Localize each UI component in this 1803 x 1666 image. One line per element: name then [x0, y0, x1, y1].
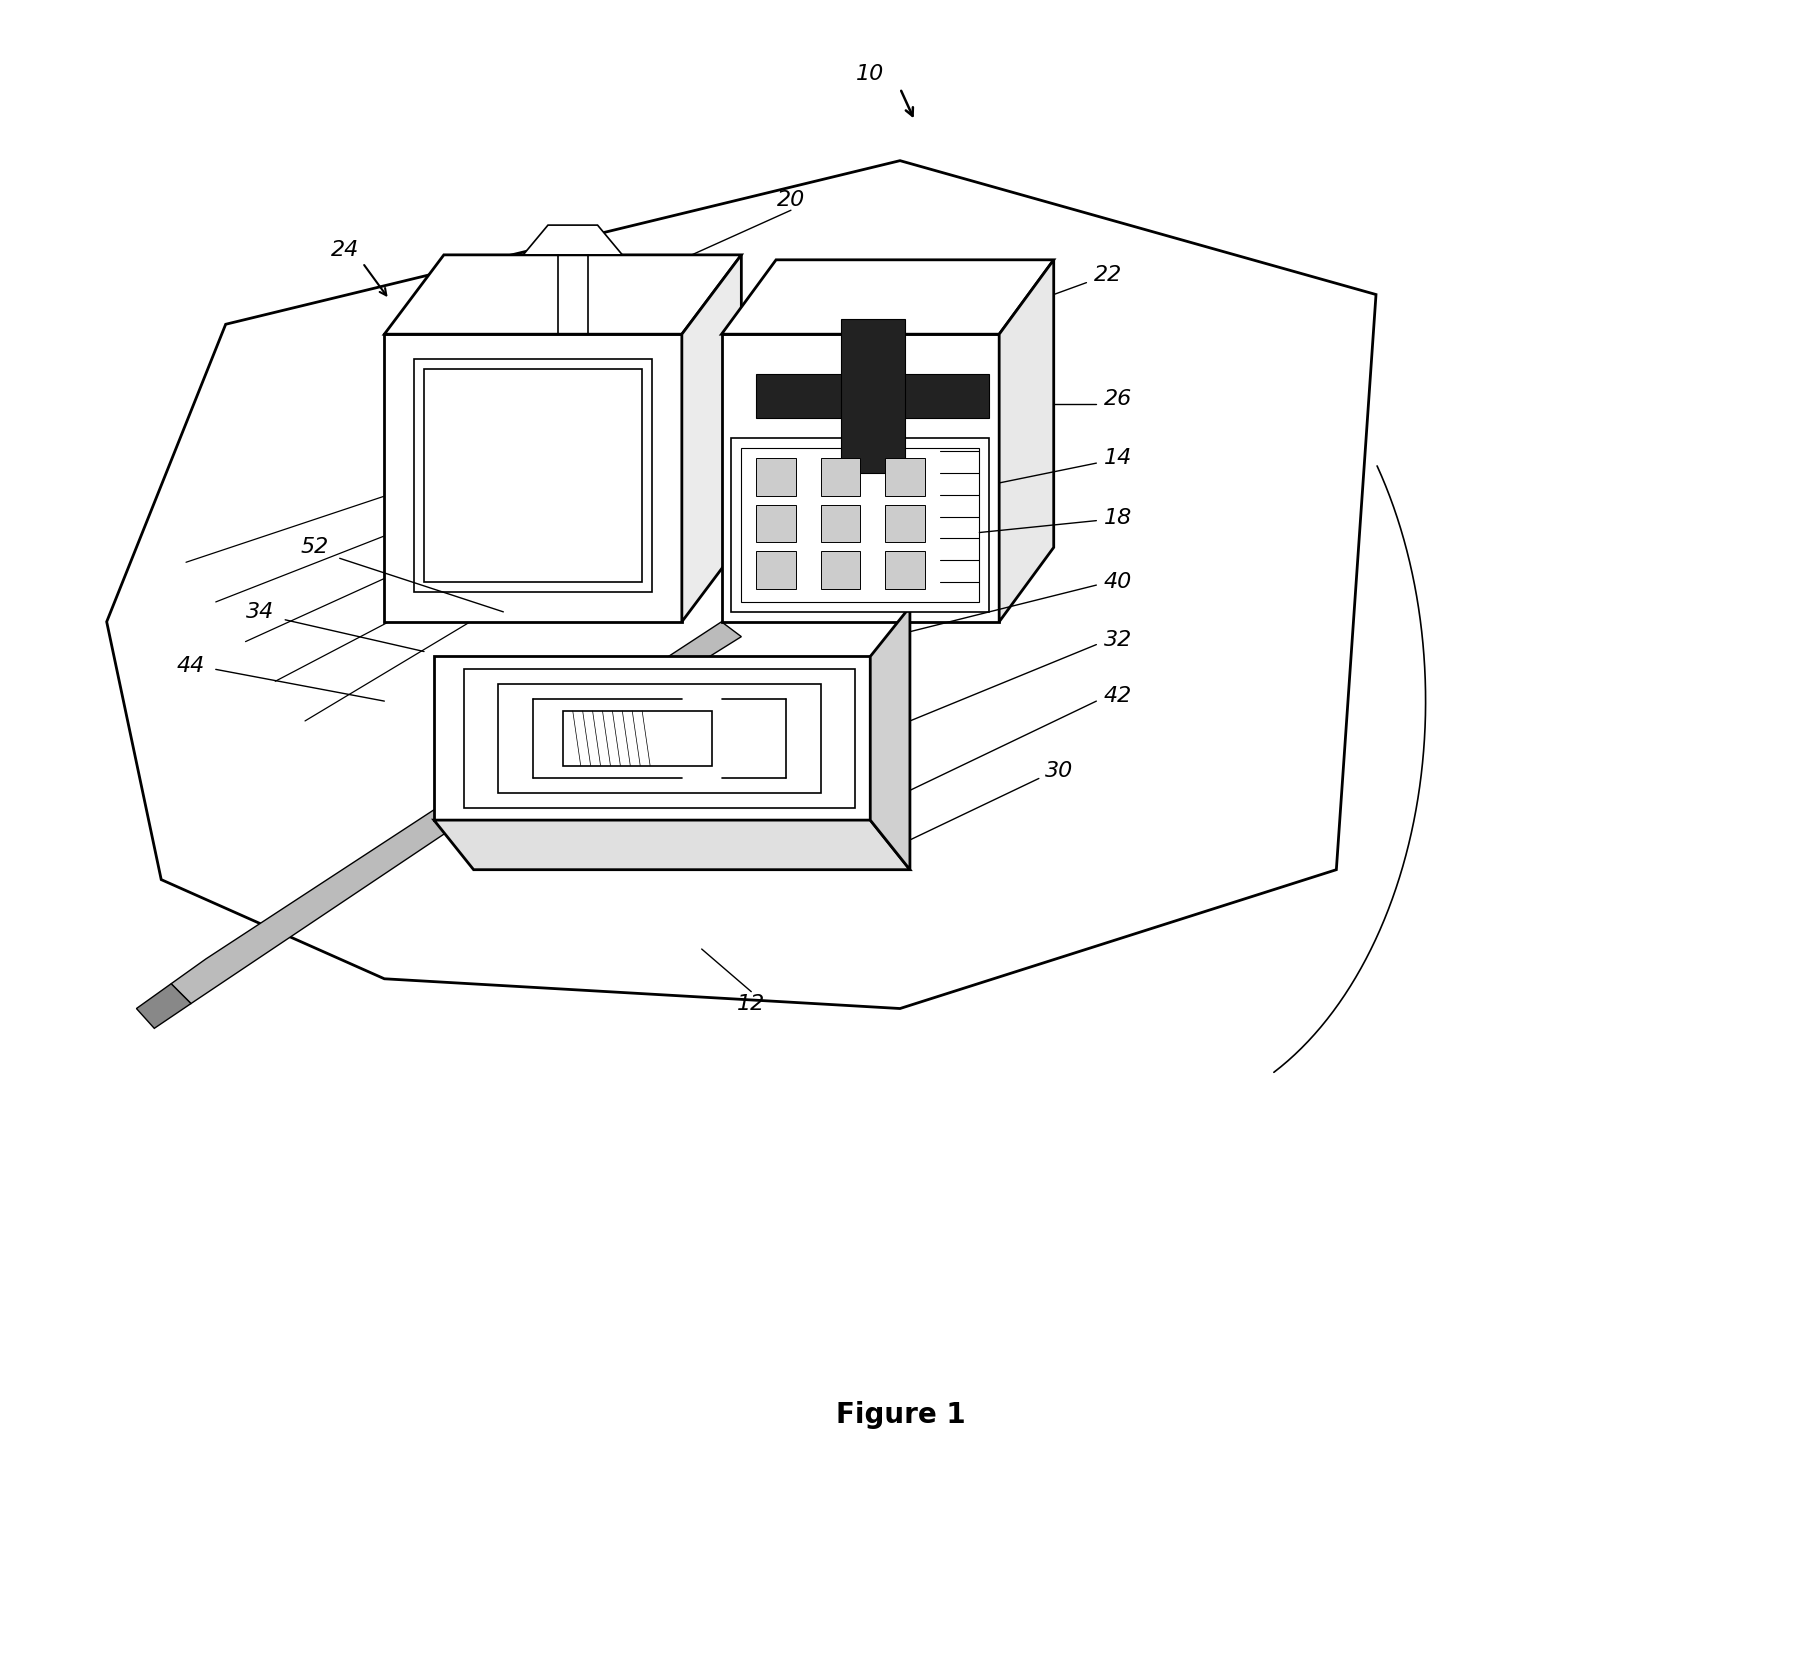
Text: 44: 44: [177, 656, 206, 676]
Polygon shape: [106, 160, 1376, 1008]
Polygon shape: [721, 260, 1053, 335]
Text: 42: 42: [1103, 686, 1132, 706]
Polygon shape: [523, 225, 622, 255]
Polygon shape: [137, 983, 191, 1028]
Polygon shape: [721, 335, 999, 621]
Polygon shape: [755, 373, 990, 418]
Text: 22: 22: [1094, 265, 1123, 285]
Polygon shape: [435, 656, 871, 820]
Text: 32: 32: [1103, 630, 1132, 650]
Polygon shape: [171, 621, 741, 1003]
Text: 30: 30: [1044, 760, 1073, 781]
Polygon shape: [755, 458, 795, 496]
Polygon shape: [885, 505, 925, 543]
Text: 34: 34: [247, 601, 274, 621]
Text: 52: 52: [301, 538, 330, 558]
Polygon shape: [384, 335, 682, 621]
Polygon shape: [415, 358, 653, 591]
Text: 14: 14: [1103, 448, 1132, 468]
Polygon shape: [755, 505, 795, 543]
Polygon shape: [885, 551, 925, 590]
Polygon shape: [871, 606, 911, 870]
Text: 24: 24: [330, 240, 359, 260]
Text: 26: 26: [1103, 388, 1132, 408]
Polygon shape: [741, 448, 979, 601]
Text: 20: 20: [777, 190, 806, 210]
Polygon shape: [820, 458, 860, 496]
Polygon shape: [424, 368, 642, 581]
Polygon shape: [755, 551, 795, 590]
Polygon shape: [563, 711, 712, 766]
Polygon shape: [885, 458, 925, 496]
Polygon shape: [682, 255, 741, 621]
Polygon shape: [820, 551, 860, 590]
Polygon shape: [840, 320, 905, 473]
Text: Figure 1: Figure 1: [837, 1401, 966, 1429]
Polygon shape: [999, 260, 1053, 621]
Text: 18: 18: [1103, 508, 1132, 528]
Text: 40: 40: [1103, 571, 1132, 591]
Polygon shape: [820, 505, 860, 543]
Polygon shape: [732, 438, 990, 611]
Text: 10: 10: [856, 65, 885, 85]
Text: 12: 12: [737, 993, 766, 1013]
Polygon shape: [384, 255, 741, 335]
Polygon shape: [435, 820, 911, 870]
